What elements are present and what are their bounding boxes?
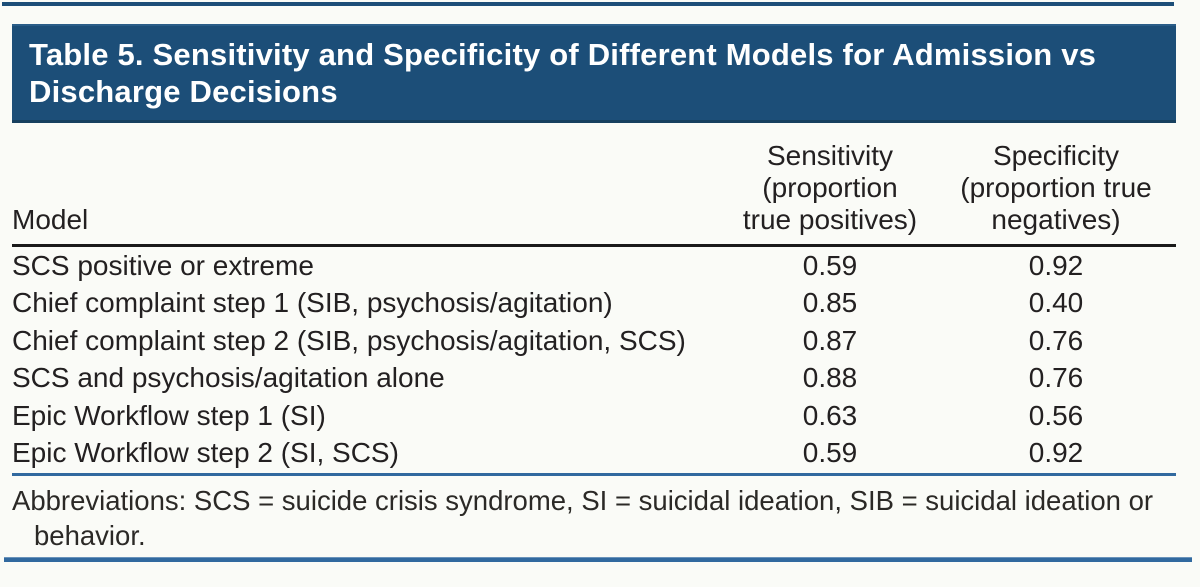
- column-header-specificity: Specificity (proportion true negatives): [936, 140, 1176, 244]
- footer-divider-rule: [12, 473, 1176, 476]
- specificity-cell: 0.92: [1028, 249, 1084, 281]
- table-title-bar: Table 5. Sensitivity and Specificity of …: [12, 24, 1176, 123]
- sensitivity-cell: 0.59: [802, 249, 858, 281]
- table-row: Epic Workflow step 2 (SI, SCS) 0.59 0.92: [12, 435, 1176, 473]
- model-cell: Epic Workflow step 1 (SI): [12, 399, 326, 431]
- column-header-row: Model Sensitivity (proportion true posit…: [12, 130, 1176, 244]
- table-title-line-2: Discharge Decisions: [29, 74, 338, 109]
- header-divider-rule: [12, 244, 1176, 247]
- table-row: SCS positive or extreme 0.59 0.92: [12, 247, 1176, 285]
- sensitivity-header-line-3: true positives): [742, 204, 918, 235]
- abbreviations-line-1: Abbreviations: SCS = suicide crisis synd…: [12, 485, 1154, 516]
- column-header-model: Model: [12, 204, 89, 235]
- model-cell: SCS and psychosis/agitation alone: [12, 362, 445, 394]
- specificity-cell: 0.76: [1028, 362, 1084, 394]
- bottom-accent-rule: [4, 557, 1192, 562]
- sensitivity-cell: 0.88: [802, 362, 858, 394]
- model-cell: Epic Workflow step 2 (SI, SCS): [12, 437, 399, 469]
- sensitivity-cell: 0.59: [802, 437, 858, 469]
- sensitivity-cell: 0.63: [802, 399, 858, 431]
- abbreviations-note: Abbreviations: SCS = suicide crisis synd…: [12, 484, 1176, 553]
- sensitivity-header-line-2: (proportion: [762, 172, 898, 203]
- specificity-cell: 0.92: [1028, 437, 1084, 469]
- specificity-header-line-1: Specificity: [992, 140, 1120, 171]
- table-row: Epic Workflow step 1 (SI) 0.63 0.56: [12, 397, 1176, 435]
- table-body: SCS positive or extreme 0.59 0.92 Chief …: [12, 247, 1176, 472]
- specificity-cell: 0.76: [1028, 324, 1084, 356]
- model-cell: SCS positive or extreme: [12, 249, 314, 281]
- table-row: Chief complaint step 2 (SIB, psychosis/a…: [12, 322, 1176, 360]
- specificity-header-line-3: negatives): [991, 204, 1121, 235]
- abbreviations-line-2: behavior.: [34, 519, 146, 551]
- model-cell: Chief complaint step 1 (SIB, psychosis/a…: [12, 287, 613, 319]
- specificity-cell: 0.56: [1028, 399, 1084, 431]
- sensitivity-header-line-1: Sensitivity: [766, 140, 894, 171]
- table-row: Chief complaint step 1 (SIB, psychosis/a…: [12, 285, 1176, 323]
- table-row: SCS and psychosis/agitation alone 0.88 0…: [12, 360, 1176, 398]
- sensitivity-cell: 0.85: [802, 287, 858, 319]
- specificity-cell: 0.40: [1028, 287, 1084, 319]
- model-cell: Chief complaint step 2 (SIB, psychosis/a…: [12, 324, 686, 356]
- column-header-sensitivity: Sensitivity (proportion true positives): [724, 140, 936, 244]
- specificity-header-line-2: (proportion true: [960, 172, 1152, 203]
- top-accent-rule: [2, 2, 1174, 6]
- sensitivity-cell: 0.87: [802, 324, 858, 356]
- table-title-line-1: Table 5. Sensitivity and Specificity of …: [29, 37, 1097, 72]
